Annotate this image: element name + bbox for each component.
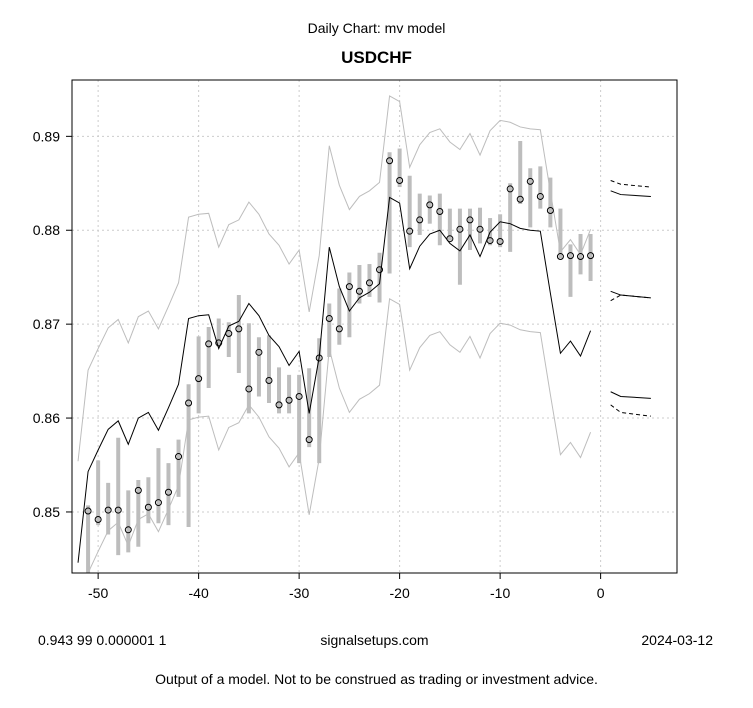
upper-band-line (77, 95, 592, 462)
close-point (275, 401, 283, 409)
close-point (215, 339, 223, 347)
x-tick-label: -40 (189, 585, 209, 601)
close-point (144, 503, 152, 511)
close-point (285, 396, 293, 404)
close-point (315, 354, 323, 362)
close-point (386, 157, 394, 165)
close-point (587, 252, 595, 260)
close-point (325, 315, 333, 323)
close-point (164, 488, 172, 496)
close-point (577, 253, 585, 261)
disclaimer: Output of a model. Not to be construed a… (155, 671, 598, 687)
forecast-center-dashed (610, 294, 651, 302)
close-point (104, 506, 112, 514)
close-point (355, 287, 363, 295)
close-point (476, 225, 484, 233)
y-tick-label: 0.85 (33, 504, 60, 520)
close-point (114, 506, 122, 514)
close-point (154, 499, 162, 507)
x-tick-label: -10 (490, 585, 510, 601)
close-point (376, 266, 384, 274)
close-point (175, 453, 183, 461)
close-point (94, 515, 102, 523)
forecast-upper-dashed (610, 180, 651, 188)
plot-frame (71, 79, 678, 574)
lower-band-line (87, 297, 592, 573)
close-point (496, 238, 504, 246)
forecast-lower-dashed (610, 404, 651, 417)
y-tick-label: 0.87 (33, 316, 60, 332)
close-point (195, 375, 203, 383)
close-point (486, 237, 494, 245)
site-name: signalsetups.com (320, 632, 429, 648)
close-point (84, 507, 92, 515)
close-point (446, 235, 454, 243)
close-point (456, 225, 464, 233)
x-tick-label: -30 (289, 585, 309, 601)
close-point (556, 253, 564, 261)
close-point (205, 340, 213, 348)
y-tick-label: 0.86 (33, 410, 60, 426)
close-point (235, 325, 243, 333)
close-point (536, 192, 544, 200)
close-point (365, 279, 373, 287)
close-point (396, 176, 404, 184)
close-point (225, 330, 233, 338)
chart-date: 2024-03-12 (641, 632, 713, 648)
close-point (436, 207, 444, 215)
close-point (265, 376, 273, 384)
plot-area (72, 80, 677, 573)
y-tick-label: 0.89 (33, 128, 60, 144)
close-point (416, 216, 424, 224)
chart-title: USDCHF (341, 48, 412, 67)
close-point (566, 252, 574, 260)
fit-line (77, 196, 592, 563)
close-point (406, 227, 414, 235)
close-point (255, 348, 263, 356)
forecast-upper-solid (610, 190, 651, 197)
close-point (305, 436, 313, 444)
y-tick-label: 0.88 (33, 222, 60, 238)
close-point (506, 185, 514, 193)
x-tick-label: 0 (597, 585, 605, 601)
model-params: 0.943 99 0.000001 1 (38, 632, 167, 648)
close-point (426, 201, 434, 209)
close-point (295, 392, 303, 400)
close-point (345, 283, 353, 291)
close-point (466, 216, 474, 224)
close-point (185, 399, 193, 407)
x-tick-label: -50 (88, 585, 108, 601)
x-tick-label: -20 (390, 585, 410, 601)
close-point (134, 486, 142, 494)
chart-subtitle: Daily Chart: mv model (307, 20, 446, 36)
close-point (546, 207, 554, 215)
close-point (124, 526, 132, 534)
close-point (526, 177, 534, 185)
close-point (516, 195, 524, 203)
close-point (335, 325, 343, 333)
close-point (245, 385, 253, 393)
forecast-lower-solid (610, 391, 651, 399)
